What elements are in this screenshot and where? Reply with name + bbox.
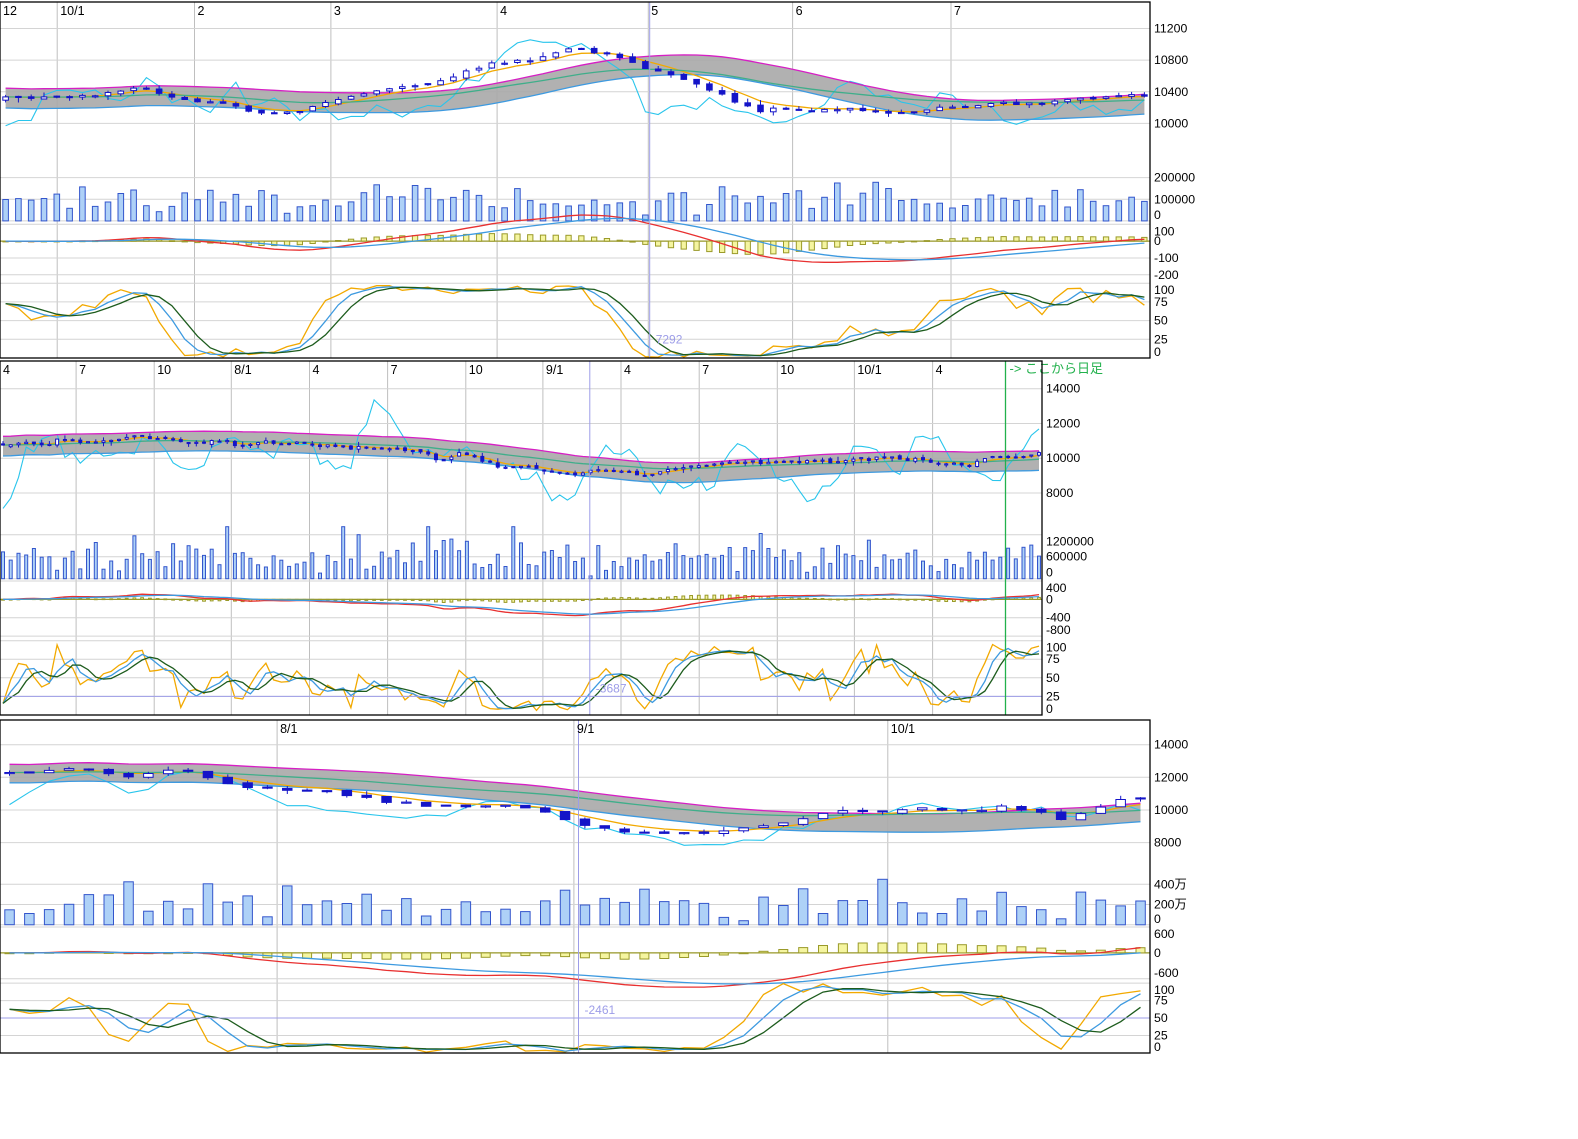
svg-text:8000: 8000: [1154, 836, 1182, 850]
svg-text:0: 0: [1154, 345, 1161, 359]
svg-text:3: 3: [334, 4, 341, 18]
svg-text:100000: 100000: [1154, 192, 1195, 206]
svg-text:50: 50: [1154, 314, 1168, 328]
svg-text:50: 50: [1154, 1011, 1168, 1025]
svg-text:75: 75: [1046, 652, 1060, 666]
svg-text:10000: 10000: [1154, 116, 1188, 130]
svg-text:4: 4: [3, 363, 10, 377]
svg-text:75: 75: [1154, 994, 1168, 1008]
svg-text:12000: 12000: [1154, 770, 1188, 784]
svg-text:-2461: -2461: [585, 1003, 616, 1017]
svg-text:14000: 14000: [1154, 738, 1188, 752]
svg-text:4: 4: [500, 4, 507, 18]
svg-text:-100: -100: [1154, 251, 1179, 265]
svg-text:7: 7: [79, 363, 86, 377]
svg-text:8/1: 8/1: [280, 722, 297, 736]
svg-text:7: 7: [391, 363, 398, 377]
svg-text:-800: -800: [1046, 623, 1071, 637]
svg-text:10000: 10000: [1154, 803, 1188, 817]
svg-text:600: 600: [1154, 927, 1175, 941]
svg-text:7: 7: [954, 4, 961, 18]
svg-text:9/1: 9/1: [577, 722, 594, 736]
svg-text:9/1: 9/1: [546, 363, 563, 377]
svg-text:600000: 600000: [1046, 550, 1087, 564]
svg-text:0: 0: [1046, 702, 1053, 716]
svg-text:-600: -600: [1154, 966, 1179, 980]
svg-text:10: 10: [157, 363, 171, 377]
svg-text:10400: 10400: [1154, 85, 1188, 99]
svg-text:-3687: -3687: [596, 681, 627, 695]
svg-text:8000: 8000: [1046, 486, 1074, 500]
svg-text:5: 5: [651, 4, 658, 18]
svg-text:10000: 10000: [1046, 451, 1080, 465]
svg-text:200万: 200万: [1154, 898, 1187, 912]
svg-text:14000: 14000: [1046, 382, 1080, 396]
svg-text:11200: 11200: [1154, 22, 1187, 36]
svg-text:10800: 10800: [1154, 53, 1188, 67]
svg-text:-200: -200: [1154, 268, 1179, 282]
svg-text:0: 0: [1154, 1040, 1161, 1054]
svg-text:400万: 400万: [1154, 877, 1187, 891]
svg-text:2: 2: [198, 4, 205, 18]
svg-text:0: 0: [1154, 912, 1161, 926]
svg-text:12: 12: [3, 4, 17, 18]
svg-text:10/1: 10/1: [857, 363, 881, 377]
svg-text:0: 0: [1046, 566, 1053, 580]
svg-text:-> ここから日足: -> ここから日足: [1010, 361, 1104, 376]
svg-text:6: 6: [796, 4, 803, 18]
svg-text:4: 4: [624, 363, 631, 377]
svg-text:10: 10: [469, 363, 483, 377]
svg-text:200000: 200000: [1154, 171, 1195, 185]
svg-text:10/1: 10/1: [891, 722, 915, 736]
svg-text:50: 50: [1046, 671, 1060, 685]
svg-text:0: 0: [1154, 234, 1161, 248]
svg-text:12000: 12000: [1046, 417, 1080, 431]
svg-text:10/1: 10/1: [60, 4, 84, 18]
svg-text:4: 4: [936, 363, 943, 377]
svg-text:7292: 7292: [656, 333, 683, 347]
svg-text:4: 4: [313, 363, 320, 377]
svg-text:0: 0: [1154, 946, 1161, 960]
svg-text:7: 7: [702, 363, 709, 377]
svg-text:0: 0: [1046, 592, 1053, 606]
svg-text:8/1: 8/1: [234, 363, 251, 377]
svg-text:0: 0: [1154, 208, 1161, 222]
svg-text:1200000: 1200000: [1046, 535, 1094, 549]
svg-text:75: 75: [1154, 295, 1168, 309]
svg-text:10: 10: [780, 363, 794, 377]
